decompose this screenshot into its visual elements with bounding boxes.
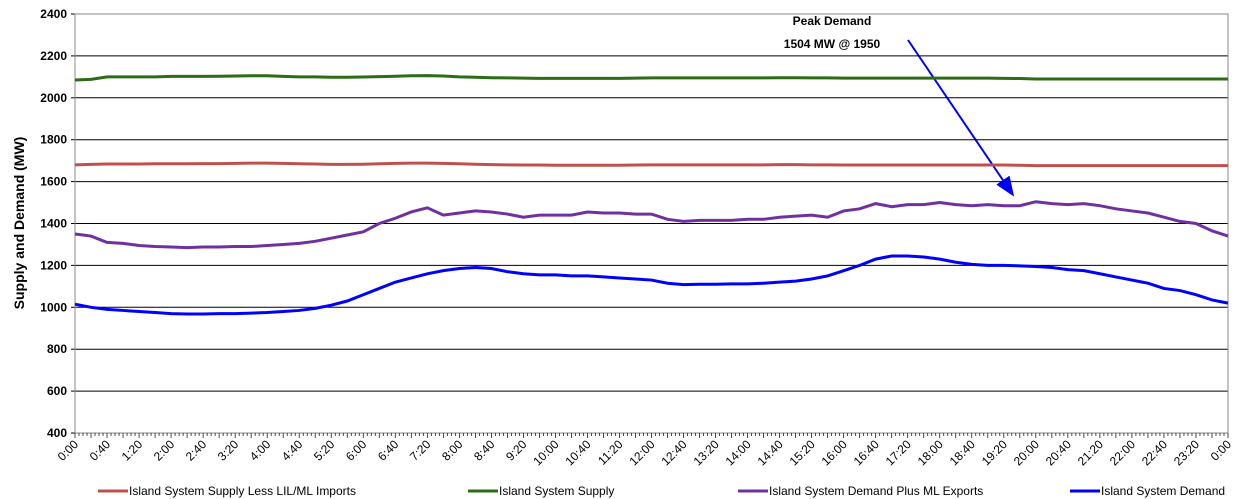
x-tick-label: 0:00	[1208, 437, 1235, 464]
x-tick-label: 5:20	[311, 437, 338, 464]
x-tick-label: 0:40	[87, 437, 114, 464]
x-tick-label: 14:00	[723, 437, 754, 468]
x-tick-label: 11:20	[595, 437, 626, 468]
x-tick-label: 2:00	[151, 437, 178, 464]
x-tick-label: 14:40	[755, 437, 786, 468]
x-tick-label: 4:40	[279, 437, 306, 464]
y-tick-label: 1800	[40, 133, 67, 147]
x-tick-label: 6:40	[375, 437, 402, 464]
x-tick-label: 18:40	[947, 437, 978, 468]
y-tick-label: 1000	[40, 300, 67, 314]
x-tick-label: 9:20	[503, 437, 530, 464]
series-line	[74, 254, 1229, 316]
x-tick-label: 15:20	[787, 437, 818, 468]
y-axis-label: Supply and Demand (MW)	[11, 137, 27, 310]
x-tick-label: 3:20	[215, 437, 242, 464]
x-tick-label: 10:00	[530, 437, 561, 468]
y-tick-label: 2000	[40, 91, 67, 105]
x-tick-label: 12:00	[626, 437, 657, 468]
y-tick-label: 2400	[40, 7, 67, 21]
x-tick-label: 0:00	[55, 437, 82, 464]
x-tick-label: 20:40	[1043, 437, 1074, 468]
legend-label: Island System Demand	[1101, 484, 1225, 498]
x-tick-label: 12:40	[659, 437, 690, 468]
x-tick-label: 1:20	[119, 437, 146, 464]
legend-label: Island System Supply Less LIL/ML Imports	[129, 484, 356, 498]
annotation-line: Peak Demand	[793, 14, 872, 28]
x-tick-label: 17:20	[883, 437, 914, 468]
x-tick-label: 4:00	[247, 437, 274, 464]
y-tick-label: 1400	[40, 217, 67, 231]
x-tick-label: 8:00	[439, 437, 466, 464]
x-tick-label: 20:00	[1011, 437, 1042, 468]
x-tick-label: 22:40	[1139, 437, 1170, 468]
x-tick-label: 19:20	[979, 437, 1010, 468]
x-tick-label: 2:40	[183, 437, 210, 464]
x-tick-label: 22:00	[1107, 437, 1138, 468]
x-tick-label: 18:00	[915, 437, 946, 468]
series-line	[74, 161, 1228, 168]
x-tick-label: 7:20	[407, 437, 434, 464]
x-tick-label: 16:40	[851, 437, 882, 468]
x-tick-label: 8:40	[471, 437, 498, 464]
annotation-arrow	[907, 39, 1015, 197]
series-line	[74, 74, 1228, 82]
annotation-line: 1504 MW @ 1950	[784, 37, 881, 51]
y-tick-label: 1600	[40, 175, 67, 189]
y-tick-label: 400	[47, 426, 67, 440]
y-tick-label: 2200	[40, 49, 67, 63]
x-tick-label: 10:40	[562, 437, 593, 468]
y-tick-label: 600	[47, 384, 67, 398]
x-tick-label: 23:20	[1171, 437, 1202, 468]
y-tick-label: 800	[47, 342, 67, 356]
x-tick-label: 21:20	[1075, 437, 1106, 468]
x-tick-label: 6:00	[343, 437, 370, 464]
legend-label: Island System Demand Plus ML Exports	[769, 484, 983, 498]
x-tick-label: 13:20	[691, 437, 722, 468]
legend-label: Island System Supply	[499, 484, 614, 498]
x-tick-label: 16:00	[819, 437, 850, 468]
y-tick-label: 1200	[40, 258, 67, 272]
series-line	[74, 200, 1229, 250]
